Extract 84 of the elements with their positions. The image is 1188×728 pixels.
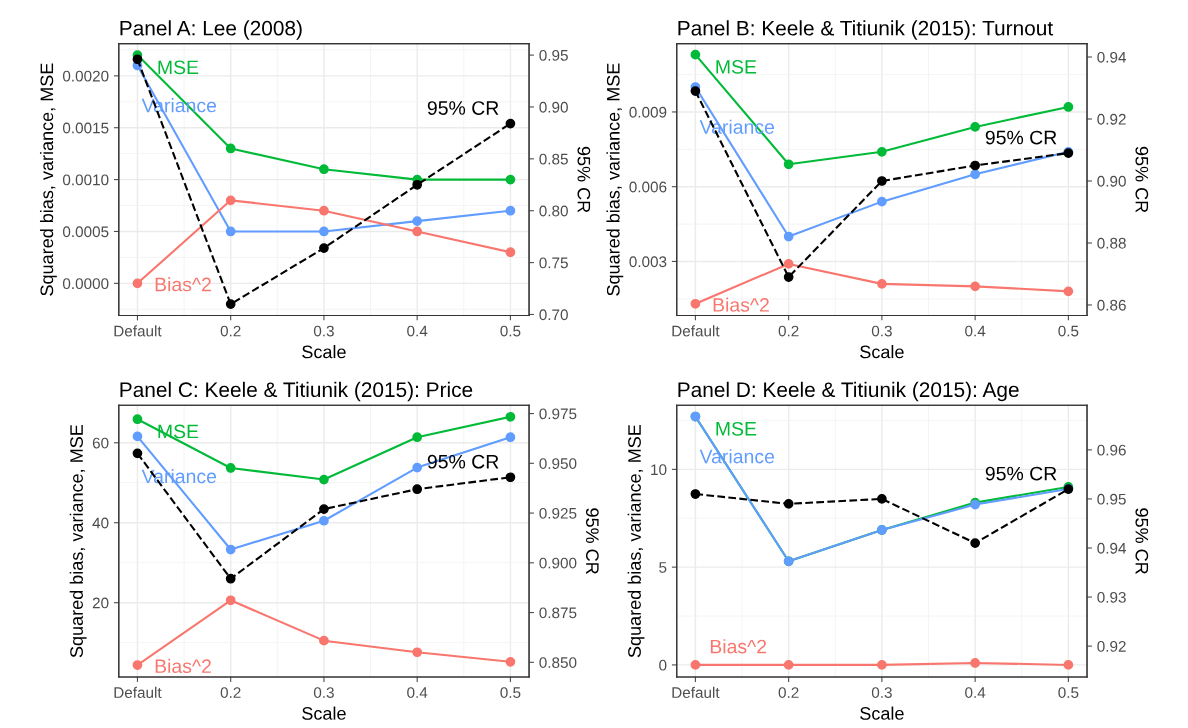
y2-tick-label: 0.90 bbox=[539, 101, 568, 113]
y2-axis-title: 95% CR bbox=[1135, 146, 1149, 213]
y-tick-label: 0.0010 bbox=[62, 174, 109, 186]
y-tick-label: 0.0020 bbox=[62, 70, 109, 82]
series-label: 95% CR bbox=[985, 466, 1057, 481]
y-tick-label: 0.003 bbox=[629, 256, 667, 268]
x-tick-label: 0.2 bbox=[220, 325, 241, 337]
x-tick-label: 0.3 bbox=[313, 687, 334, 698]
y2-tick-label: 0.875 bbox=[539, 607, 577, 619]
series-label: 95% CR bbox=[427, 101, 499, 115]
series-label: 95% CR bbox=[427, 454, 499, 469]
y2-tick-label: 0.90 bbox=[1097, 175, 1126, 187]
x-tick-label: 0.4 bbox=[965, 325, 986, 337]
y2-tick-label: 0.95 bbox=[539, 49, 568, 61]
x-axis-title: Scale bbox=[302, 345, 346, 359]
y2-tick-label: 0.92 bbox=[1097, 641, 1126, 652]
x-tick-label: 0.3 bbox=[313, 325, 334, 337]
x-tick-label: Default bbox=[672, 325, 720, 337]
y2-tick-label: 0.80 bbox=[539, 205, 568, 217]
series-label: MSE bbox=[158, 60, 199, 75]
x-tick-label: 0.2 bbox=[220, 687, 241, 698]
y2-tick-label: 0.75 bbox=[539, 257, 568, 269]
x-axis-title: Scale bbox=[302, 706, 346, 720]
series-label: MSE bbox=[716, 59, 757, 74]
x-tick-label: 0.3 bbox=[871, 687, 892, 698]
y-tick-label: 0.0000 bbox=[62, 278, 109, 290]
y-axis-title: Squared bias, variance, MSE bbox=[39, 63, 57, 296]
x-tick-label: 0.3 bbox=[871, 325, 892, 337]
y-axis-title: Squared bias, variance, MSE bbox=[69, 424, 87, 658]
y2-tick-label: 0.96 bbox=[1097, 444, 1126, 456]
y2-tick-label: 0.850 bbox=[539, 657, 577, 668]
y2-tick-label: 0.95 bbox=[1097, 493, 1126, 505]
y2-tick-label: 0.88 bbox=[1097, 237, 1126, 249]
y2-axis-title: 95% CR bbox=[1135, 508, 1149, 574]
y2-tick-label: 0.92 bbox=[1097, 113, 1126, 125]
chart-title: Panel D: Keele & Titiunik (2015): Age bbox=[678, 381, 1019, 402]
series-label: Bias^2 bbox=[713, 297, 769, 312]
y-tick-label: 0.009 bbox=[629, 106, 667, 118]
series-label: Bias^2 bbox=[155, 277, 211, 292]
series-label: MSE bbox=[158, 424, 199, 439]
y-tick-label: 10 bbox=[651, 464, 667, 476]
x-tick-label: 0.4 bbox=[965, 687, 986, 698]
series-label: Bias^2 bbox=[155, 658, 211, 674]
y-tick-label: 0.006 bbox=[629, 181, 667, 193]
x-tick-label: 0.4 bbox=[407, 687, 428, 698]
y2-tick-label: 0.86 bbox=[1097, 299, 1126, 311]
y-axis-title: Squared bias, variance, MSE bbox=[627, 424, 645, 658]
x-tick-label: 0.5 bbox=[500, 687, 521, 698]
y-tick-label: 0.0005 bbox=[62, 226, 109, 238]
y-tick-label: 0.0015 bbox=[62, 122, 109, 134]
chart-title: Panel B: Keele & Titiunik (2015): Turnout bbox=[678, 20, 1053, 40]
y-tick-label: 20 bbox=[92, 597, 109, 609]
y2-axis-title: 95% CR bbox=[577, 146, 591, 213]
x-tick-label: 0.5 bbox=[1058, 687, 1079, 698]
y-tick-label: 0 bbox=[659, 659, 667, 671]
y2-tick-label: 0.85 bbox=[539, 153, 568, 165]
x-tick-label: Default bbox=[114, 325, 162, 337]
x-tick-label: 0.4 bbox=[407, 325, 428, 337]
y2-tick-label: 0.94 bbox=[1097, 51, 1127, 63]
chart-title: Panel C: Keele & Titiunik (2015): Price bbox=[120, 381, 473, 402]
y2-tick-label: 0.900 bbox=[539, 557, 577, 569]
y-tick-label: 40 bbox=[92, 517, 109, 529]
x-tick-label: Default bbox=[672, 686, 720, 698]
y2-tick-label: 0.975 bbox=[539, 408, 577, 420]
x-tick-label: 0.2 bbox=[778, 687, 799, 698]
y2-tick-label: 0.94 bbox=[1097, 542, 1127, 554]
x-tick-label: 0.5 bbox=[1058, 325, 1079, 337]
x-tick-label: 0.5 bbox=[500, 325, 521, 337]
x-axis-title: Scale bbox=[860, 345, 904, 359]
y2-tick-label: 0.70 bbox=[539, 309, 568, 321]
series-label: Bias^2 bbox=[710, 639, 767, 654]
y-tick-label: 60 bbox=[92, 437, 109, 449]
y-tick-label: 5 bbox=[659, 562, 667, 573]
series-label: MSE bbox=[716, 421, 757, 436]
y-axis-title: Squared bias, variance, MSE bbox=[606, 63, 624, 296]
x-axis-title: Scale bbox=[860, 706, 904, 720]
y2-axis-title: 95% CR bbox=[585, 508, 599, 574]
y2-tick-label: 0.925 bbox=[539, 507, 577, 519]
series-label: 95% CR bbox=[985, 130, 1057, 145]
y2-tick-label: 0.950 bbox=[539, 458, 577, 469]
chart-title: Panel A: Lee (2008) bbox=[120, 20, 302, 40]
x-tick-label: Default bbox=[114, 686, 162, 698]
y2-tick-label: 0.93 bbox=[1097, 591, 1126, 603]
x-tick-label: 0.2 bbox=[778, 325, 799, 337]
